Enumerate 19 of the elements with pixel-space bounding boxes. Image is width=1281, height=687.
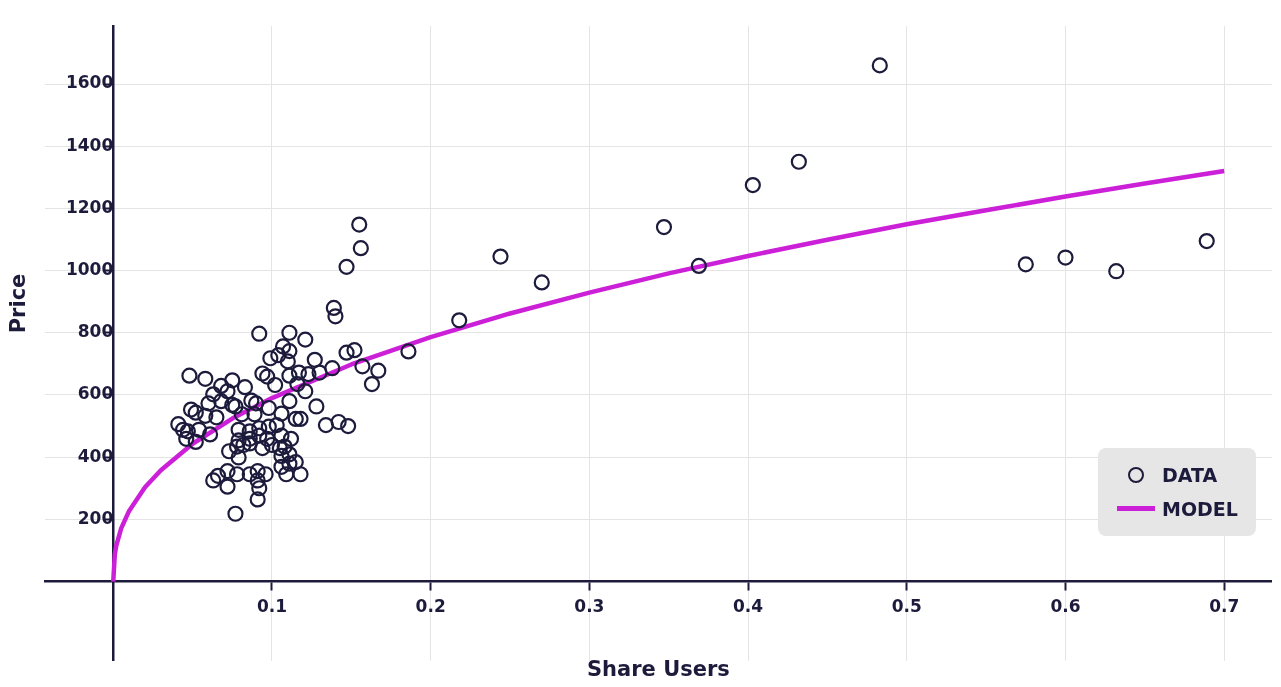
x-axis-title: Share Users [586, 657, 730, 682]
legend-label: DATA [1162, 463, 1218, 486]
y-tick-label: 600 [77, 383, 114, 404]
x-tick-label: 0.1 [256, 596, 288, 617]
y-tick-label: 400 [77, 445, 114, 466]
y-tick-label: 800 [77, 321, 114, 342]
x-tick-label: 0.4 [733, 596, 764, 617]
x-tick-label: 0.5 [891, 596, 922, 617]
x-tick-label: 0.7 [1209, 596, 1240, 617]
x-tick-label: 0.2 [415, 596, 446, 617]
y-tick-label: 1400 [65, 134, 114, 155]
y-tick-label: 1000 [65, 259, 114, 280]
x-tick-label: 0.6 [1050, 596, 1081, 617]
y-axis-title: Price [6, 273, 31, 334]
x-tick-label: 0.3 [574, 596, 605, 617]
legend-label: MODEL [1162, 497, 1238, 520]
y-tick-label: 1600 [65, 72, 114, 93]
y-tick-label: 1200 [65, 196, 114, 217]
y-tick-label: 200 [77, 507, 114, 528]
